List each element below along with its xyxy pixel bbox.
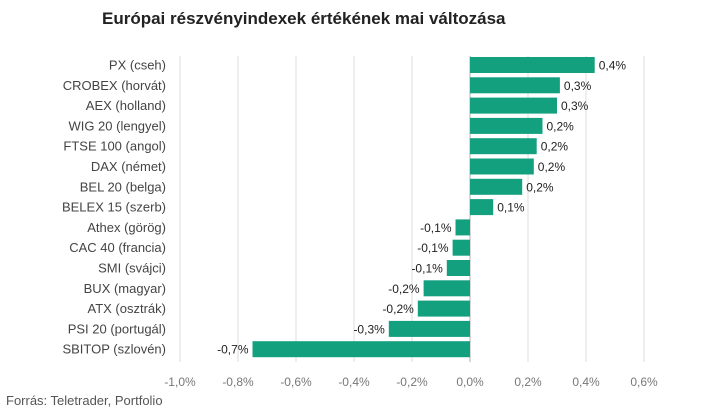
value-label: -0,2% bbox=[382, 302, 414, 316]
value-label: -0,2% bbox=[388, 282, 420, 296]
value-label: -0,1% bbox=[420, 221, 452, 235]
category-label: PX (cseh) bbox=[109, 58, 166, 73]
value-label: 0,2% bbox=[526, 180, 554, 194]
category-label: CAC 40 (francia) bbox=[69, 240, 166, 255]
bars bbox=[252, 57, 595, 358]
bar bbox=[452, 239, 470, 256]
bar bbox=[470, 178, 523, 195]
bar bbox=[470, 57, 595, 73]
bar bbox=[470, 117, 543, 134]
category-label: AEX (holland) bbox=[86, 98, 166, 113]
bar bbox=[446, 260, 470, 276]
bar bbox=[423, 280, 470, 297]
bar-chart: PX (cseh) CROBEX (horvát) AEX (holland) WIG… bbox=[62, 56, 658, 389]
x-tick-label: -0,6% bbox=[280, 375, 312, 389]
x-tick-label: 0,2% bbox=[514, 375, 542, 389]
value-label: 0,2% bbox=[547, 119, 575, 133]
bar bbox=[470, 158, 534, 175]
x-tick-label: -1,0% bbox=[164, 375, 196, 389]
x-tick-label: 0,6% bbox=[630, 375, 658, 389]
category-label: BEL 20 (belga) bbox=[80, 179, 166, 194]
value-label: -0,3% bbox=[353, 322, 385, 336]
value-label: -0,1% bbox=[417, 241, 449, 255]
bar bbox=[470, 97, 557, 114]
x-tick-label: 0,4% bbox=[572, 375, 600, 389]
category-label: BUX (magyar) bbox=[84, 281, 166, 296]
value-label: 0,3% bbox=[564, 79, 592, 93]
category-label: ATX (osztrák) bbox=[88, 301, 167, 316]
value-label: -0,1% bbox=[411, 262, 443, 276]
bar bbox=[470, 77, 560, 94]
value-label: 0,4% bbox=[599, 59, 627, 73]
value-label: -0,7% bbox=[217, 343, 249, 357]
chart-title: Európai részvényindexek értékének mai vá… bbox=[102, 9, 506, 28]
bar bbox=[417, 300, 470, 317]
category-labels: PX (cseh) CROBEX (horvát) AEX (holland) WIG… bbox=[62, 58, 166, 357]
category-label: BELEX 15 (szerb) bbox=[62, 200, 166, 215]
bar bbox=[388, 320, 470, 337]
grid-lines bbox=[179, 56, 645, 362]
category-label: DAX (német) bbox=[91, 159, 166, 174]
category-label: SBITOP (szlovén) bbox=[62, 342, 166, 357]
x-tick-label: -0,8% bbox=[222, 375, 254, 389]
value-label: 0,2% bbox=[541, 140, 569, 154]
category-label: SMI (svájci) bbox=[98, 261, 166, 276]
category-label: PSI 20 (portugál) bbox=[68, 321, 166, 336]
bar bbox=[470, 199, 494, 216]
value-label: 0,3% bbox=[561, 99, 589, 113]
category-label: CROBEX (horvát) bbox=[63, 78, 166, 93]
category-label: WIG 20 (lengyel) bbox=[68, 118, 166, 133]
category-label: Athex (görög) bbox=[87, 220, 166, 235]
x-tick-label: 0,0% bbox=[456, 375, 484, 389]
value-label: 0,2% bbox=[538, 160, 566, 174]
category-label: FTSE 100 (angol) bbox=[63, 139, 166, 154]
bar bbox=[252, 341, 470, 358]
source-note: Forrás: Teletrader, Portfolio bbox=[6, 393, 163, 408]
value-label: 0,1% bbox=[497, 201, 525, 215]
x-tick-label: -0,4% bbox=[338, 375, 370, 389]
bar bbox=[470, 138, 537, 155]
value-labels: 0,4%0,3%0,3%0,2%0,2%0,2%0,2%0,1%-0,1%-0,… bbox=[217, 59, 626, 357]
x-tick-label: -0,2% bbox=[396, 375, 428, 389]
x-axis-ticks: -1,0% -0,8% -0,6% -0,4% -0,2% 0,0% 0,2% 0,4% 0,6… bbox=[164, 375, 658, 389]
bar bbox=[455, 219, 470, 236]
